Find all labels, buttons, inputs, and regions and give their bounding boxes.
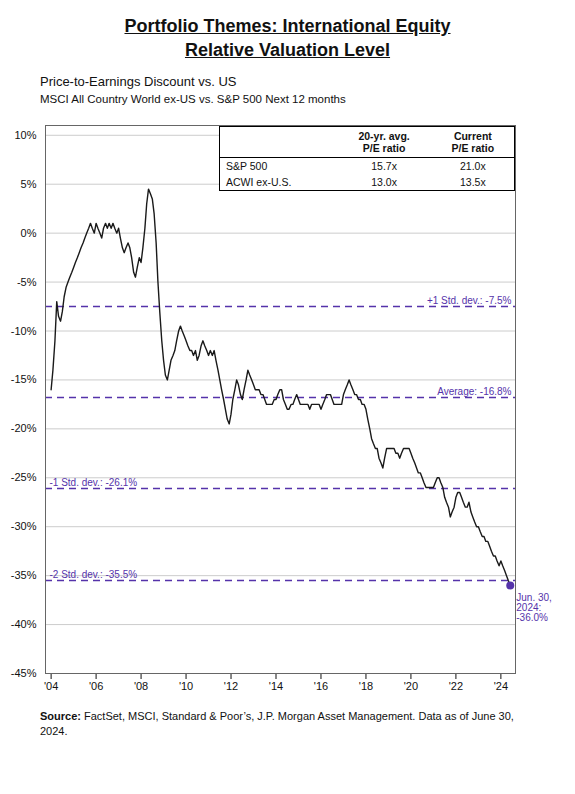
svg-text:0%: 0%: [21, 227, 37, 239]
svg-text:'04: '04: [44, 680, 58, 692]
svg-text:'16: '16: [314, 680, 328, 692]
html-text:Current P/E ratio: Current P/E ratio: [451, 129, 495, 154]
html-text:20-yr. avg. P/E ratio: 20-yr. avg. P/E ratio: [358, 129, 410, 154]
html-text:Relative Valuation Level: Relative Valuation Level: [185, 40, 390, 61]
svg-text:'14: '14: [269, 680, 283, 692]
svg-text:'08: '08: [134, 680, 148, 692]
svg-text:'12: '12: [224, 680, 238, 692]
svg-text:'22: '22: [449, 680, 463, 692]
svg-text:5%: 5%: [21, 178, 37, 190]
html-text:S&P 500: S&P 500: [226, 159, 268, 172]
html-text:15.7x: 15.7x: [371, 159, 397, 172]
svg-text:-40%: -40%: [11, 618, 37, 630]
html-text:MSCI All Country World ex-US v: MSCI All Country World ex-US vs. S&P 500…: [40, 92, 346, 105]
svg-text:-5%: -5%: [17, 275, 37, 287]
svg-text:'20: '20: [404, 680, 418, 692]
html-text:21.0x: 21.0x: [460, 159, 486, 172]
svg-text:-1 Std. dev.: -26.1%: -1 Std. dev.: -26.1%: [50, 476, 138, 487]
svg-text:'24: '24: [494, 680, 508, 692]
svg-text:-20%: -20%: [11, 422, 37, 434]
svg-text:-15%: -15%: [11, 373, 37, 385]
svg-text:+1 Std. dev.: -7.5%: +1 Std. dev.: -7.5%: [427, 294, 512, 305]
svg-text:-10%: -10%: [11, 324, 37, 336]
html-text:13.0x: 13.0x: [371, 175, 397, 188]
svg-text:'10: '10: [179, 680, 193, 692]
svg-text:Average: -16.8%: Average: -16.8%: [437, 385, 511, 396]
html-text:Price-to-Earnings Discount vs.: Price-to-Earnings Discount vs. US: [40, 73, 237, 89]
html-text:Portfolio Themes: Internationa: Portfolio Themes: International Equity: [124, 16, 451, 36]
html-text:Source: FactSet, MSCI, Standar: Source: FactSet, MSCI, Standard & Poor’s…: [40, 709, 514, 738]
svg-text:-45%: -45%: [11, 667, 37, 679]
svg-text:'06: '06: [89, 680, 103, 692]
html-text:13.5x: 13.5x: [460, 175, 486, 188]
svg-text:-30%: -30%: [11, 520, 37, 532]
svg-text:-35%: -35%: [11, 569, 37, 581]
svg-text:'18: '18: [359, 680, 373, 692]
svg-text:Jun. 30,2024:-36.0%: Jun. 30,2024:-36.0%: [516, 591, 552, 622]
html-text:ACWI ex-U.S.: ACWI ex-U.S.: [226, 175, 292, 188]
svg-text:-25%: -25%: [11, 471, 37, 483]
svg-text:10%: 10%: [14, 129, 36, 141]
svg-text:-2 Std. dev.: -35.5%: -2 Std. dev.: -35.5%: [50, 568, 138, 579]
